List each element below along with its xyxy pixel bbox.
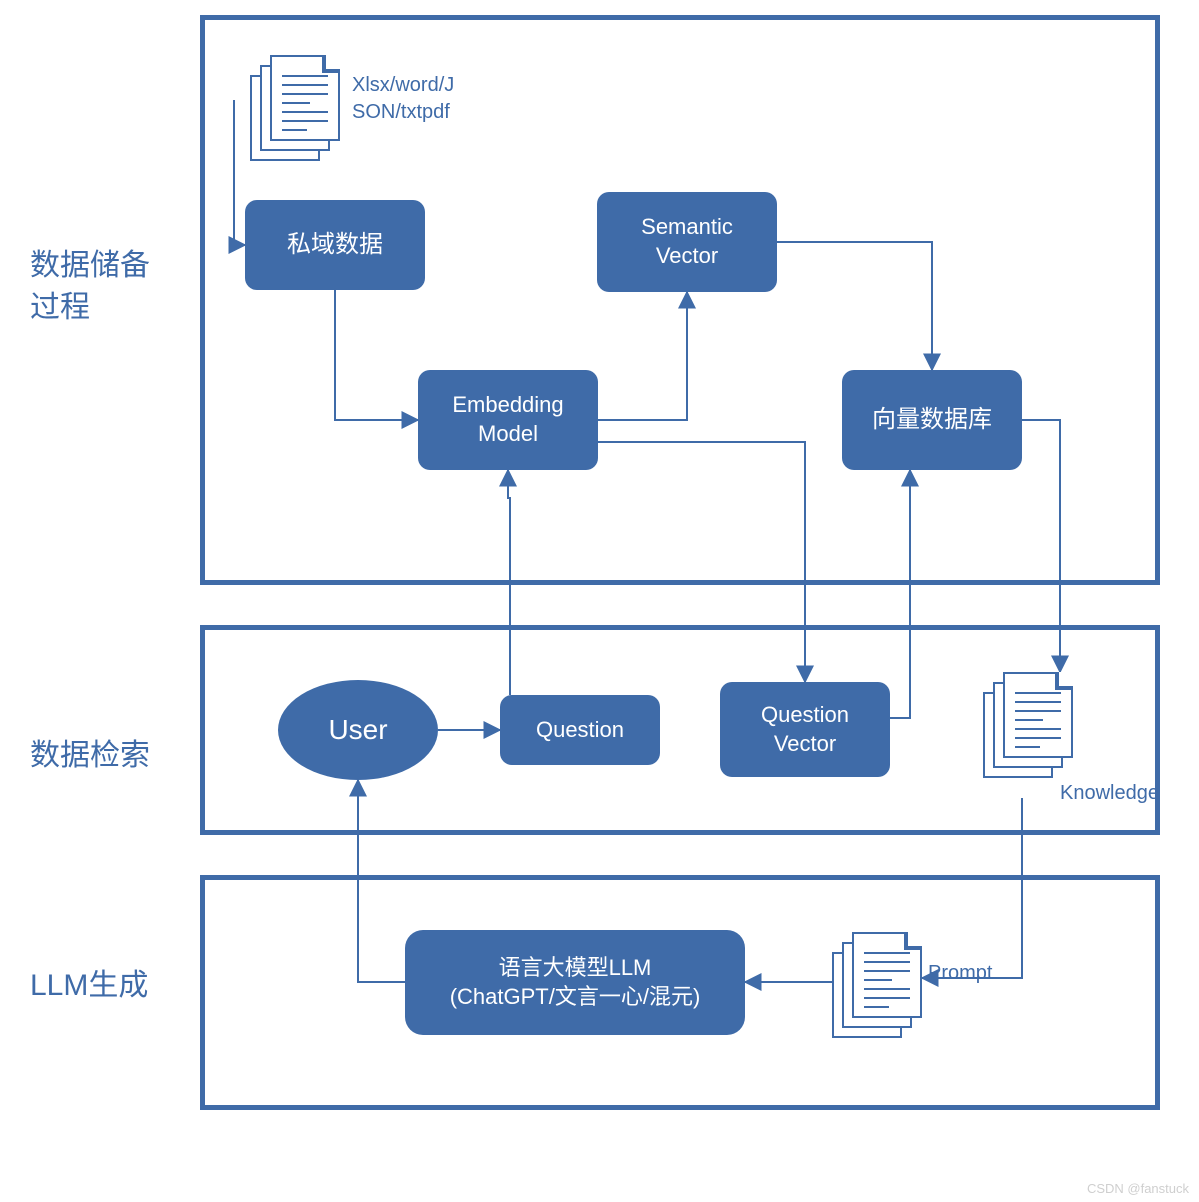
- knowledge-doc-icon: [983, 672, 1073, 778]
- file-types-doc-icon: [250, 55, 340, 161]
- node-embedding-model: Embedding Model: [418, 370, 598, 470]
- diagram-canvas: 数据储备 过程 数据检索 LLM生成 Xlsx/word/J SON/txtpd…: [0, 0, 1199, 1202]
- node-vector-db: 向量数据库: [842, 370, 1022, 470]
- section-label-retrieval: 数据检索: [30, 735, 150, 777]
- prompt-label: Prompt: [928, 960, 992, 987]
- node-llm: 语言大模型LLM (ChatGPT/文言一心/混元): [405, 930, 745, 1035]
- node-semantic-vector: Semantic Vector: [597, 192, 777, 292]
- node-user: User: [278, 680, 438, 780]
- knowledge-label: Knowledge: [1060, 780, 1159, 807]
- node-question: Question: [500, 695, 660, 765]
- node-question-vector: Question Vector: [720, 682, 890, 777]
- section-label-storage: 数据储备 过程: [30, 245, 150, 329]
- node-private-data: 私域数据: [245, 200, 425, 290]
- section-storage: [200, 15, 1160, 585]
- prompt-doc-icon: [832, 932, 922, 1038]
- section-label-generate: LLM生成: [30, 965, 148, 1007]
- watermark: CSDN @fanstuck: [1087, 1181, 1189, 1196]
- file-types-label: Xlsx/word/J SON/txtpdf: [352, 72, 454, 126]
